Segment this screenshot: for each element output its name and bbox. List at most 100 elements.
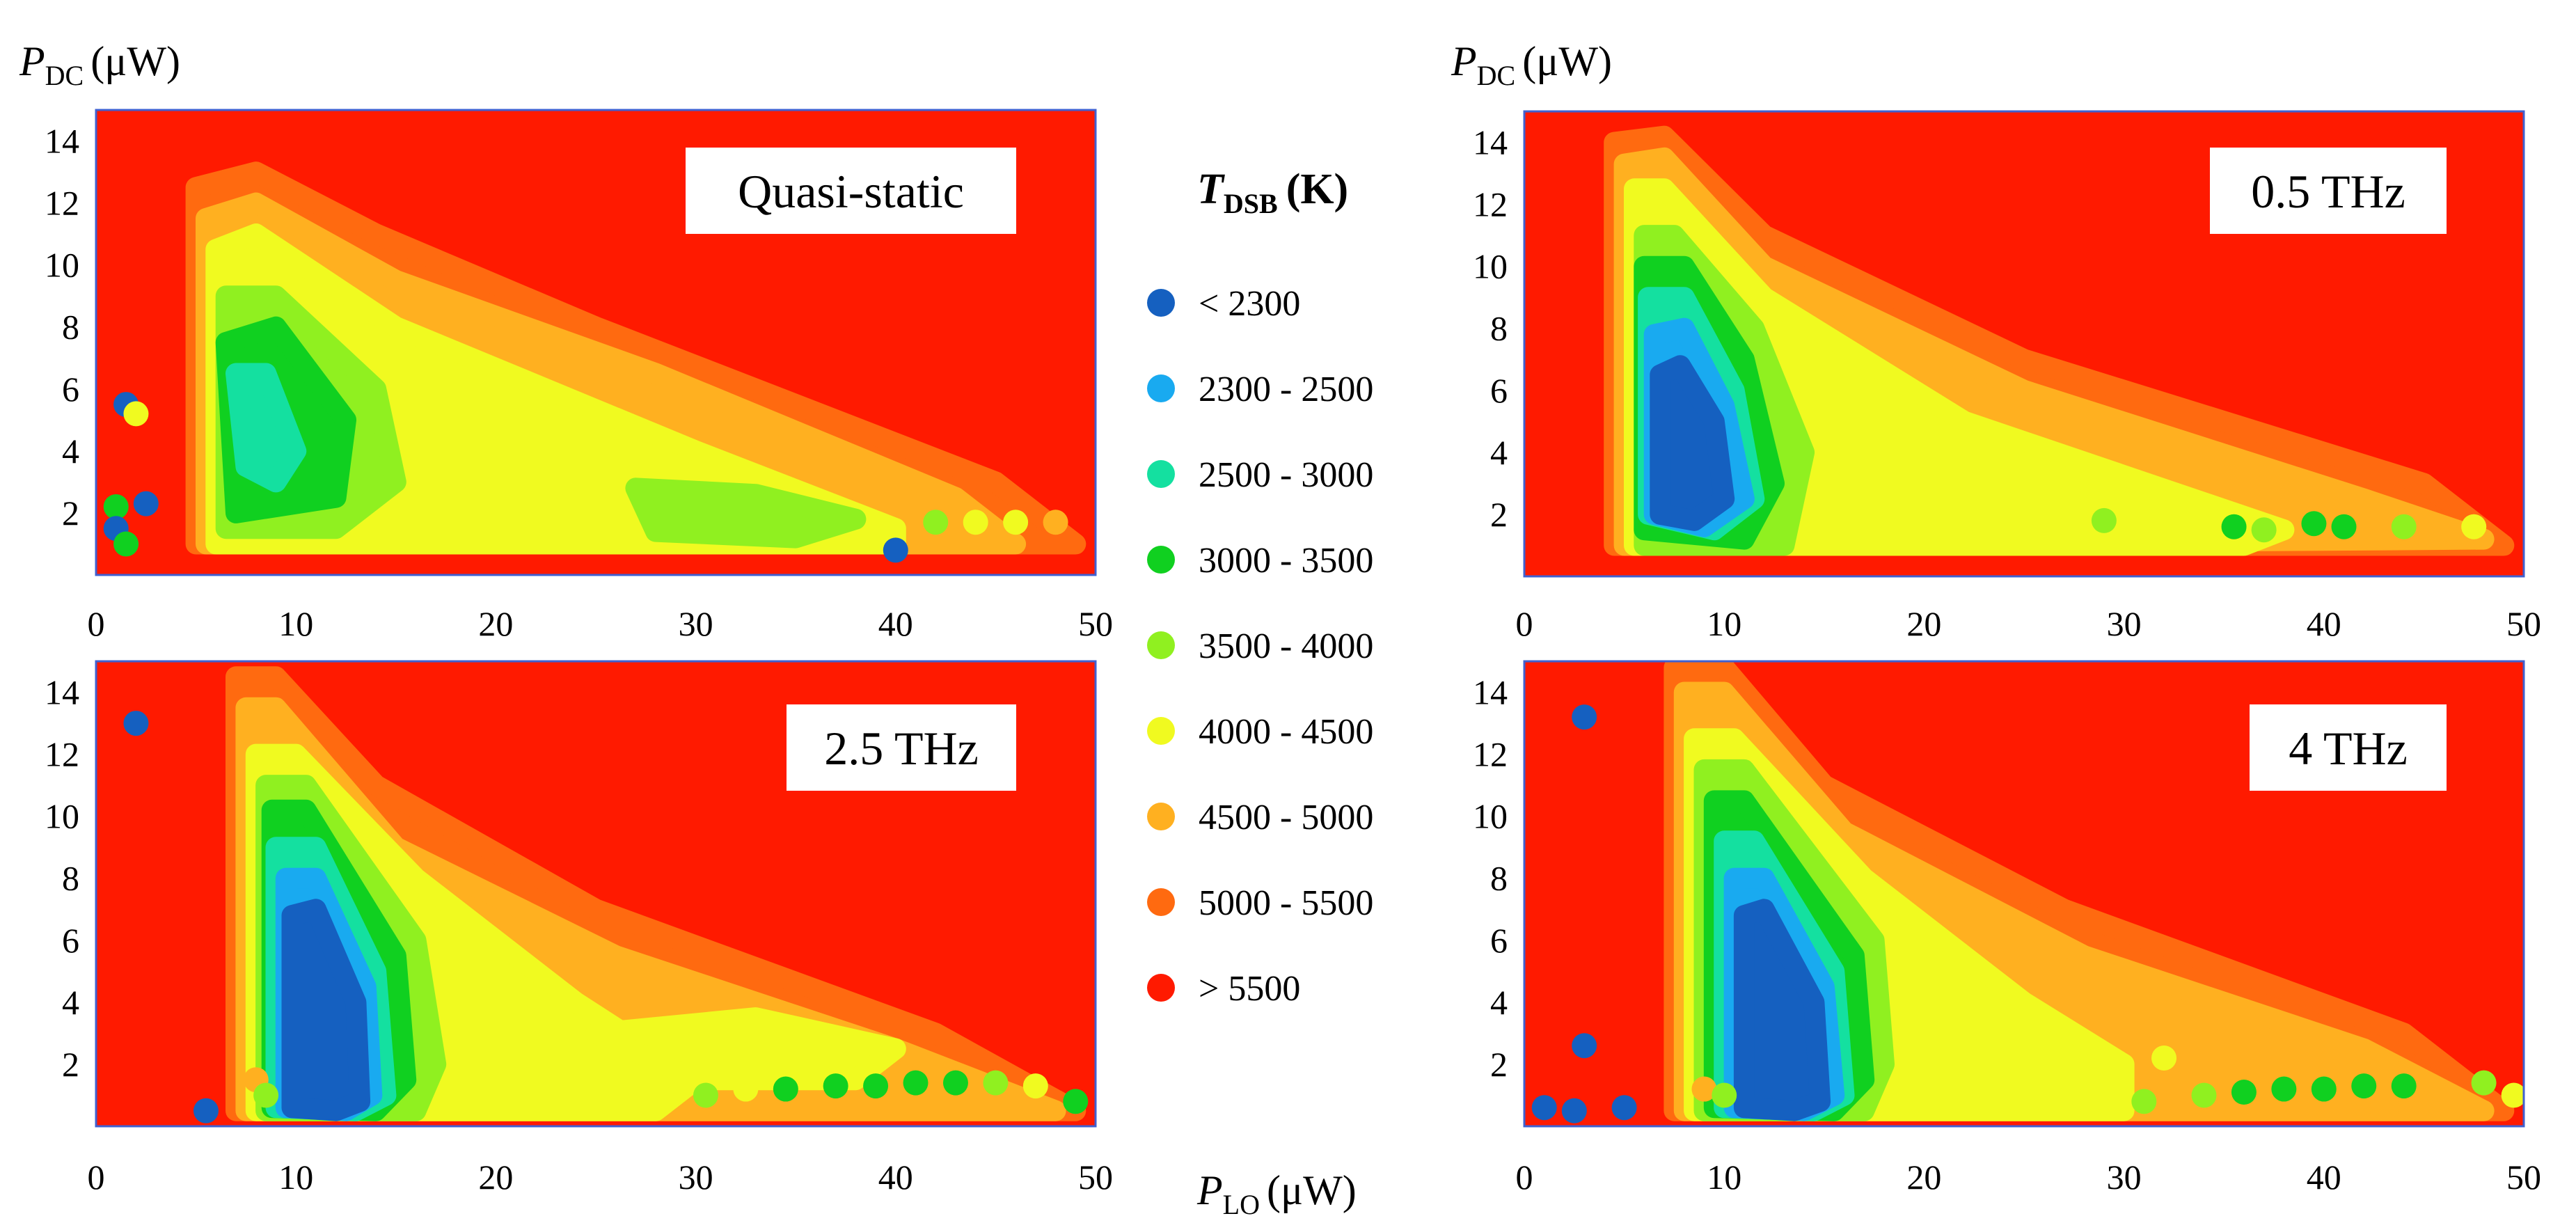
y-tick-label: 6 — [1490, 371, 1508, 410]
data-point — [2351, 1073, 2377, 1099]
plot-frame — [1523, 110, 2525, 578]
data-point — [983, 1070, 1009, 1096]
y-axis-label-unit: (μW) — [90, 38, 180, 84]
legend-swatch — [1147, 289, 1175, 317]
data-point — [2061, 1046, 2087, 1071]
data-point — [2151, 1046, 2177, 1071]
x-tick-label: 20 — [478, 604, 513, 643]
legend-label: 3500 - 4000 — [1199, 626, 1373, 666]
y-tick-label: 8 — [1490, 309, 1508, 348]
plot-area — [96, 661, 1096, 1126]
data-point — [1043, 510, 1068, 535]
x-tick-label: 30 — [2107, 604, 2142, 643]
x-tick-label: 20 — [1906, 604, 1941, 643]
x-tick-label: 10 — [278, 604, 313, 643]
contour-region — [1650, 355, 1735, 531]
data-point — [863, 1073, 889, 1099]
data-point — [2461, 514, 2487, 539]
y-tick-label: 14 — [45, 673, 79, 712]
data-point — [942, 1070, 968, 1096]
data-point — [1572, 1033, 1597, 1059]
y-tick-label: 12 — [45, 184, 79, 223]
y-axis-label-subscript: DC — [1477, 60, 1516, 91]
data-point — [1561, 1098, 1587, 1123]
legend-swatch — [1147, 803, 1175, 830]
y-tick-label: 4 — [1490, 433, 1508, 472]
contour-region — [1733, 899, 1831, 1121]
data-point — [2391, 1073, 2417, 1099]
legend: TDSB (K) < 2300 2300 - 2500 2500 - 3000 3000… — [1147, 166, 1373, 1009]
y-tick-label: 10 — [45, 797, 79, 836]
legend-label: < 2300 — [1199, 284, 1300, 324]
data-point — [2331, 514, 2357, 539]
x-tick-label: 40 — [2307, 604, 2341, 643]
legend-title-unit: (K) — [1286, 166, 1349, 213]
legend-label: 5000 - 5500 — [1199, 883, 1373, 923]
x-tick-label: 10 — [278, 1158, 313, 1197]
contour-region — [625, 478, 867, 549]
data-point — [733, 1076, 759, 1102]
plot-frame — [95, 109, 1097, 576]
legend-swatch — [1147, 546, 1175, 574]
x-tick-label: 0 — [1516, 604, 1533, 643]
x-tick-label: 40 — [878, 604, 913, 643]
y-tick-label: 14 — [45, 122, 79, 161]
legend-swatch — [1147, 460, 1175, 488]
legend-swatch — [1147, 631, 1175, 659]
panel-4-thz: 2 4 6 8 10 12 14 0 10 20 30 40 50 4 THz — [1473, 660, 2541, 1197]
data-point — [2311, 1076, 2337, 1102]
legend-swatch — [1147, 717, 1175, 745]
data-point — [1531, 1095, 1557, 1121]
data-point — [1712, 1082, 1737, 1108]
plot-frame — [1523, 660, 2525, 1128]
legend-label: > 5500 — [1199, 969, 1300, 1009]
y-axis-label-top-right: PDC (μW) — [1451, 38, 1612, 91]
panel-label: 2.5 THz — [824, 722, 979, 775]
x-axis-label: PLO (μW) — [1196, 1167, 1357, 1220]
panel-label: Quasi-static — [738, 165, 964, 218]
data-point — [693, 1082, 718, 1108]
data-point — [1063, 1089, 1089, 1114]
data-point — [2091, 507, 2117, 533]
x-tick-label: 10 — [1707, 604, 1741, 643]
y-axis-label-symbol: P — [19, 38, 45, 84]
y-tick-label: 12 — [1473, 735, 1508, 774]
data-point — [2271, 1076, 2297, 1102]
data-point — [823, 1073, 848, 1099]
data-point — [103, 494, 129, 520]
data-point — [773, 1076, 798, 1102]
data-point — [123, 401, 149, 427]
y-tick-label: 4 — [1490, 983, 1508, 1022]
panel-0-5-thz: 2 4 6 8 10 12 14 0 10 20 30 40 50 0.5 THz — [1473, 110, 2541, 643]
panel-label-box — [686, 148, 1016, 234]
panel-label-box — [787, 704, 1016, 791]
plot-frame — [95, 660, 1097, 1128]
data-point — [1611, 1095, 1637, 1121]
y-tick-label: 4 — [62, 983, 79, 1022]
y-tick-label: 6 — [1490, 921, 1508, 960]
plot-area — [1524, 661, 2524, 1126]
data-point — [113, 531, 139, 557]
data-point — [2231, 1080, 2257, 1105]
panel-label: 0.5 THz — [2251, 165, 2405, 218]
legend-label: 4500 - 5000 — [1199, 798, 1373, 837]
x-tick-label: 30 — [2107, 1158, 2142, 1197]
legend-swatch — [1147, 374, 1175, 402]
x-tick-label: 0 — [1516, 1158, 1533, 1197]
x-tick-label: 10 — [1707, 1158, 1741, 1197]
y-tick-label: 2 — [1490, 495, 1508, 534]
y-tick-label: 4 — [62, 432, 79, 471]
data-point — [923, 510, 949, 535]
legend-label: 2300 - 2500 — [1199, 370, 1373, 409]
x-tick-label: 50 — [1078, 1158, 1113, 1197]
panel-label-box — [2210, 148, 2447, 234]
x-tick-label: 0 — [88, 1158, 105, 1197]
legend-label: 2500 - 3000 — [1199, 455, 1373, 495]
y-tick-label: 10 — [45, 246, 79, 285]
legend-swatch — [1147, 888, 1175, 916]
plot-area — [1524, 111, 2524, 576]
data-point — [1003, 510, 1029, 535]
panel-quasi-static: 2 4 6 8 10 12 14 0 10 20 30 40 50 Quasi-static — [45, 109, 1113, 643]
y-tick-label: 6 — [62, 370, 79, 409]
